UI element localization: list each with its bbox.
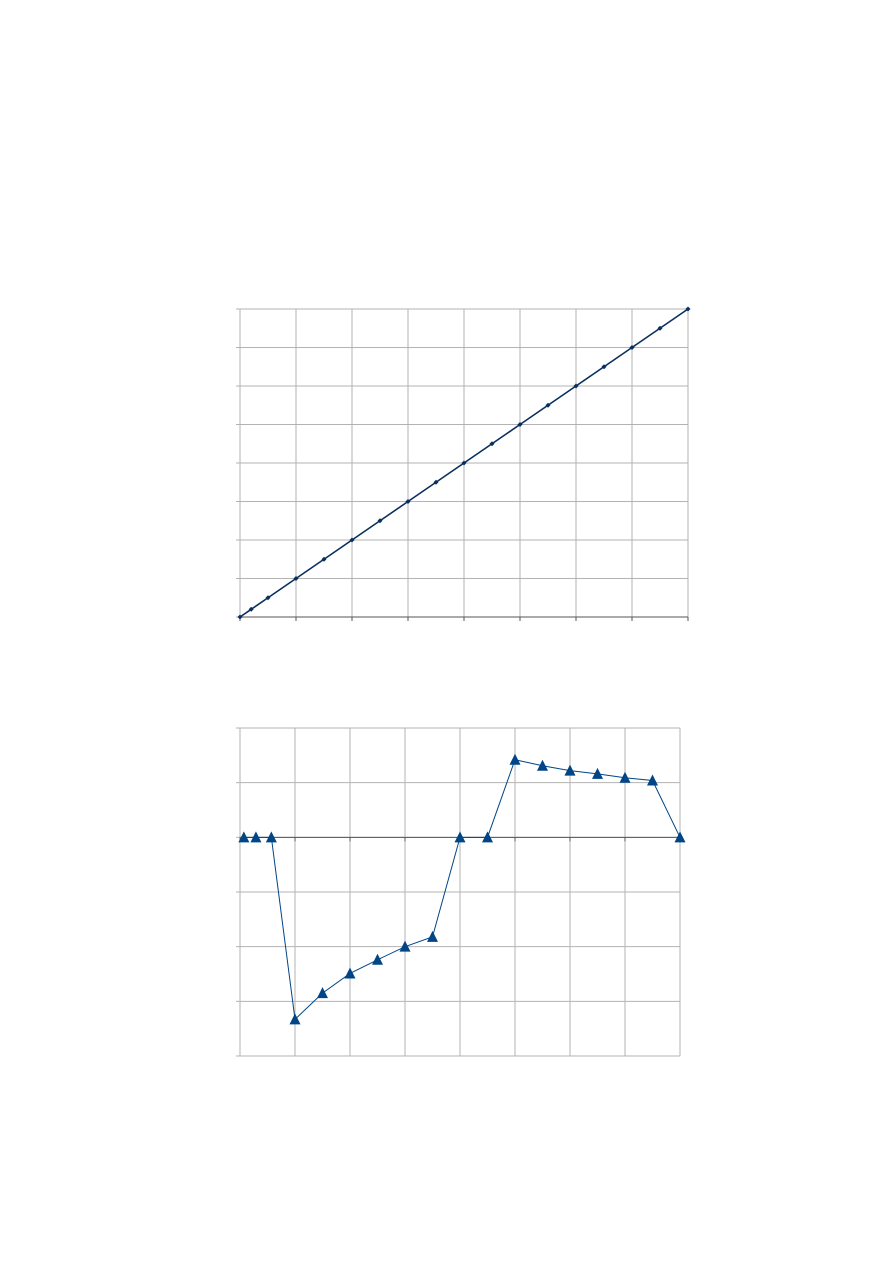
- marker: [461, 460, 467, 466]
- marker: [317, 987, 328, 999]
- marker: [377, 518, 383, 524]
- data-line: [239, 308, 689, 618]
- marker: [601, 364, 607, 370]
- marker: [482, 831, 493, 843]
- marker: [647, 774, 658, 786]
- marker: [237, 614, 243, 620]
- marker: [592, 767, 603, 779]
- marker: [405, 499, 411, 504]
- marker: [265, 595, 271, 601]
- marker: [399, 940, 411, 952]
- marker: [321, 556, 327, 562]
- marker: [250, 831, 262, 843]
- marker: [344, 967, 356, 979]
- marker: [685, 306, 691, 312]
- marker: [517, 422, 523, 427]
- marker: [537, 759, 548, 771]
- marker: [674, 831, 686, 843]
- marker: [349, 537, 355, 543]
- marker: [238, 831, 250, 843]
- marker: [427, 930, 438, 942]
- marker: [489, 441, 495, 447]
- marker: [629, 345, 635, 350]
- data-line: [243, 759, 681, 1021]
- marker: [657, 325, 663, 331]
- marker: [619, 771, 631, 783]
- marker: [454, 831, 466, 843]
- marker: [289, 1013, 301, 1025]
- marker: [509, 753, 521, 765]
- marker: [433, 479, 439, 485]
- marker: [573, 383, 579, 389]
- marker: [372, 953, 383, 965]
- marker: [248, 606, 254, 612]
- marker: [265, 831, 277, 843]
- marker: [564, 764, 576, 776]
- marker: [545, 402, 551, 408]
- marker: [293, 576, 299, 581]
